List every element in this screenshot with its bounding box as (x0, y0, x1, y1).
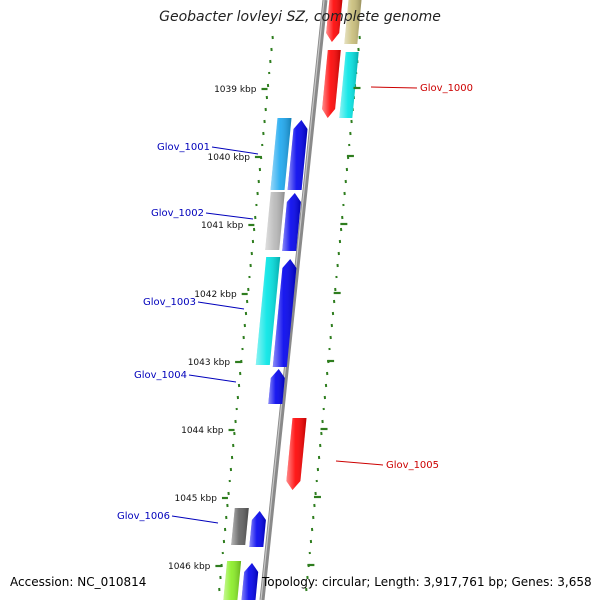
gene-label-leader (205, 212, 254, 220)
gene-labels: Glov_1000 Glov_1001 Glov_1002 Glov_1003 Glov… (117, 83, 473, 524)
gene-label[interactable]: Glov_1001 (157, 142, 210, 153)
gene-feature-shading (287, 120, 308, 190)
ruler-tick-label: 1039 kbp (214, 85, 257, 95)
gene-label-leader (370, 86, 418, 89)
gene-label[interactable]: Glov_1002 (151, 208, 204, 219)
ruler-inner-track (305, 35, 361, 592)
gene-feature-shading (241, 563, 259, 600)
gene-label[interactable]: Glov_1000 (420, 83, 473, 94)
gene-feature-shading (265, 192, 285, 250)
gene-label-leader (211, 146, 259, 155)
gene-label-leader (197, 301, 245, 310)
gene-label[interactable]: Glov_1003 (143, 297, 196, 308)
ruler-tick-labels: 1039 kbp 1040 kbp 1041 kbp 1042 kbp 1043 kbp… (168, 85, 361, 572)
gene-feature-shading (282, 193, 301, 251)
gene-label[interactable]: Glov_1004 (134, 370, 187, 381)
ruler-tick-label: 1041 kbp (201, 221, 244, 231)
gene-feature-shading (255, 257, 281, 365)
gene-feature-shading (286, 418, 307, 490)
gene-feature-shading (231, 508, 249, 545)
gene-feature-shading (223, 561, 242, 600)
gene-feature-shading (270, 118, 292, 190)
gene-feature-shading (268, 369, 285, 404)
gene-feature-shading (344, 0, 362, 44)
gene-label-leader (171, 515, 219, 524)
genome-backbone (259, 0, 328, 600)
gene-features (223, 0, 362, 600)
ruler-tick-label: 1043 kbp (188, 358, 231, 368)
gene-label[interactable]: Glov_1005 (386, 460, 439, 471)
ruler-tick-label: 1045 kbp (175, 494, 218, 504)
gene-label-leader (335, 460, 384, 466)
gene-feature-shading (249, 511, 266, 547)
ruler-tick-label: 1044 kbp (181, 426, 224, 436)
gene-feature-shading (339, 52, 359, 118)
gene-feature-shading (322, 50, 341, 118)
ruler-tick-label: 1046 kbp (168, 562, 211, 572)
gene-label-leader (188, 374, 237, 383)
gene-feature-shading (326, 0, 343, 42)
ruler-tick-label: 1042 kbp (194, 290, 237, 300)
map-title: Geobacter lovleyi SZ, complete genome (159, 9, 441, 25)
gene-label[interactable]: Glov_1006 (117, 511, 170, 522)
ruler-outer-track (218, 35, 274, 592)
gene-feature-shading (272, 259, 297, 367)
accession-text: Accession: NC_010814 (10, 575, 147, 589)
ruler-tick-label: 1040 kbp (208, 153, 251, 163)
genome-summary-text: Topology: circular; Length: 3,917,761 bp… (262, 575, 592, 589)
